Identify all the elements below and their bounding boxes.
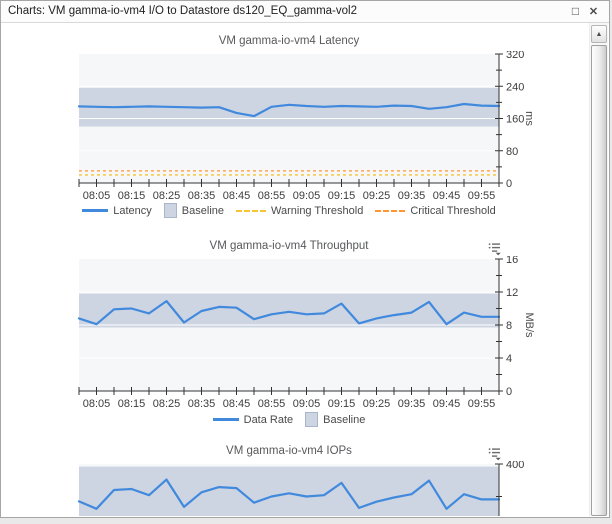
- svg-text:16: 16: [506, 256, 518, 266]
- legend-line-swatch: [82, 209, 109, 212]
- chart-title: VM gamma-io-vm4 Latency: [218, 35, 360, 47]
- legend-label: Warning Threshold: [271, 204, 364, 217]
- svg-text:12: 12: [506, 287, 518, 299]
- chart-menu-button[interactable]: [488, 242, 502, 256]
- vertical-scrollbar[interactable]: ▲: [589, 23, 608, 516]
- svg-text:08:55: 08:55: [258, 190, 286, 202]
- iops-plot: 020040008:0508:1508:2508:3508:4508:5509:…: [77, 461, 524, 516]
- legend-label: Critical Threshold: [410, 204, 496, 217]
- svg-text:0: 0: [506, 178, 512, 190]
- close-button[interactable]: ✕: [586, 3, 601, 19]
- scroll-up-icon: ▲: [595, 30, 603, 38]
- scrollbar-thumb[interactable]: [591, 45, 607, 516]
- svg-text:08:35: 08:35: [188, 398, 216, 410]
- svg-text:09:45: 09:45: [433, 190, 461, 202]
- svg-text:09:45: 09:45: [433, 398, 461, 410]
- svg-text:09:05: 09:05: [293, 398, 321, 410]
- svg-text:80: 80: [506, 146, 518, 158]
- legend-item: Data Rate: [212, 413, 294, 426]
- svg-text:320: 320: [506, 51, 524, 61]
- iops-chart: VM gamma-io-vm4 IOPs 020040008:0508:1508…: [2, 445, 576, 516]
- svg-text:09:55: 09:55: [468, 398, 496, 410]
- chart-title: VM gamma-io-vm4 IOPs: [226, 445, 352, 457]
- scroll-up-button[interactable]: ▲: [591, 25, 607, 43]
- svg-text:4: 4: [506, 353, 512, 365]
- charts-panel: VM gamma-io-vm4 Latency 0 80 160 240 320 08:0…: [2, 23, 590, 516]
- legend-box-swatch: [163, 203, 177, 218]
- legend-item: Baseline: [163, 203, 224, 218]
- chart-menu-button[interactable]: [488, 447, 502, 461]
- svg-text:08:55: 08:55: [258, 398, 286, 410]
- legend-item: Baseline: [305, 412, 365, 427]
- throughput-chart: VM gamma-io-vm4 Throughput 0 4 8 12 16 08:05 0…: [2, 240, 576, 446]
- svg-text:09:35: 09:35: [398, 398, 426, 410]
- legend-label: Data Rate: [243, 413, 294, 426]
- svg-text:MB/s: MB/s: [523, 312, 535, 338]
- svg-text:08:05: 08:05: [83, 398, 111, 410]
- legend-label: Baseline: [323, 413, 366, 426]
- svg-text:0: 0: [506, 386, 512, 398]
- svg-text:09:55: 09:55: [468, 190, 496, 202]
- svg-text:08:15: 08:15: [118, 190, 146, 202]
- legend-item: Warning Threshold: [236, 205, 363, 217]
- svg-text:160: 160: [506, 114, 524, 126]
- svg-text:08:45: 08:45: [223, 190, 251, 202]
- maximize-button[interactable]: □: [568, 3, 583, 19]
- close-icon: ✕: [588, 5, 599, 18]
- svg-text:8: 8: [506, 320, 512, 332]
- chart-legend: Latency Baseline Warning Threshold Critical…: [2, 203, 576, 218]
- svg-text:08:25: 08:25: [153, 190, 181, 202]
- latency-plot: 0 80 160 240 320 08:05 08:15 08:25 08:35 08:45 08:…: [77, 51, 535, 202]
- chart-menu-icon: [488, 448, 501, 461]
- legend-item: Latency: [82, 205, 152, 217]
- svg-text:09:25: 09:25: [363, 190, 391, 202]
- svg-text:09:15: 09:15: [328, 398, 356, 410]
- legend-line-swatch: [212, 418, 239, 421]
- chart-legend: Data Rate Baseline: [2, 412, 576, 427]
- legend-label: Baseline: [181, 204, 224, 217]
- window-title: Charts: VM gamma-io-vm4 I/O to Datastore…: [8, 5, 357, 17]
- svg-text:240: 240: [506, 81, 524, 93]
- chart-menu-icon: [488, 243, 501, 256]
- legend-label: Latency: [113, 204, 152, 217]
- legend-item: Critical Threshold: [375, 204, 496, 217]
- legend-dash-swatch: [236, 209, 266, 212]
- window-titlebar: Charts: VM gamma-io-vm4 I/O to Datastore…: [1, 1, 609, 23]
- chart-title: VM gamma-io-vm4 Throughput: [209, 240, 369, 252]
- svg-text:08:35: 08:35: [188, 190, 216, 202]
- legend-box-swatch: [305, 412, 319, 427]
- latency-chart: VM gamma-io-vm4 Latency 0 80 160 240 320 08:0…: [2, 35, 576, 241]
- svg-text:09:05: 09:05: [293, 190, 321, 202]
- maximize-icon: □: [571, 4, 580, 18]
- svg-text:09:35: 09:35: [398, 190, 426, 202]
- svg-text:400: 400: [506, 461, 524, 471]
- svg-text:09:25: 09:25: [363, 398, 391, 410]
- svg-text:ms: ms: [523, 111, 535, 126]
- svg-text:08:45: 08:45: [223, 398, 251, 410]
- svg-text:09:15: 09:15: [328, 190, 356, 202]
- svg-text:08:15: 08:15: [118, 398, 146, 410]
- svg-text:08:05: 08:05: [83, 190, 111, 202]
- svg-text:08:25: 08:25: [153, 398, 181, 410]
- throughput-plot: 0 4 8 12 16 08:05 08:15 08:25 08:35 08:45 08:55 09:…: [77, 256, 535, 410]
- legend-dash-swatch: [375, 209, 406, 212]
